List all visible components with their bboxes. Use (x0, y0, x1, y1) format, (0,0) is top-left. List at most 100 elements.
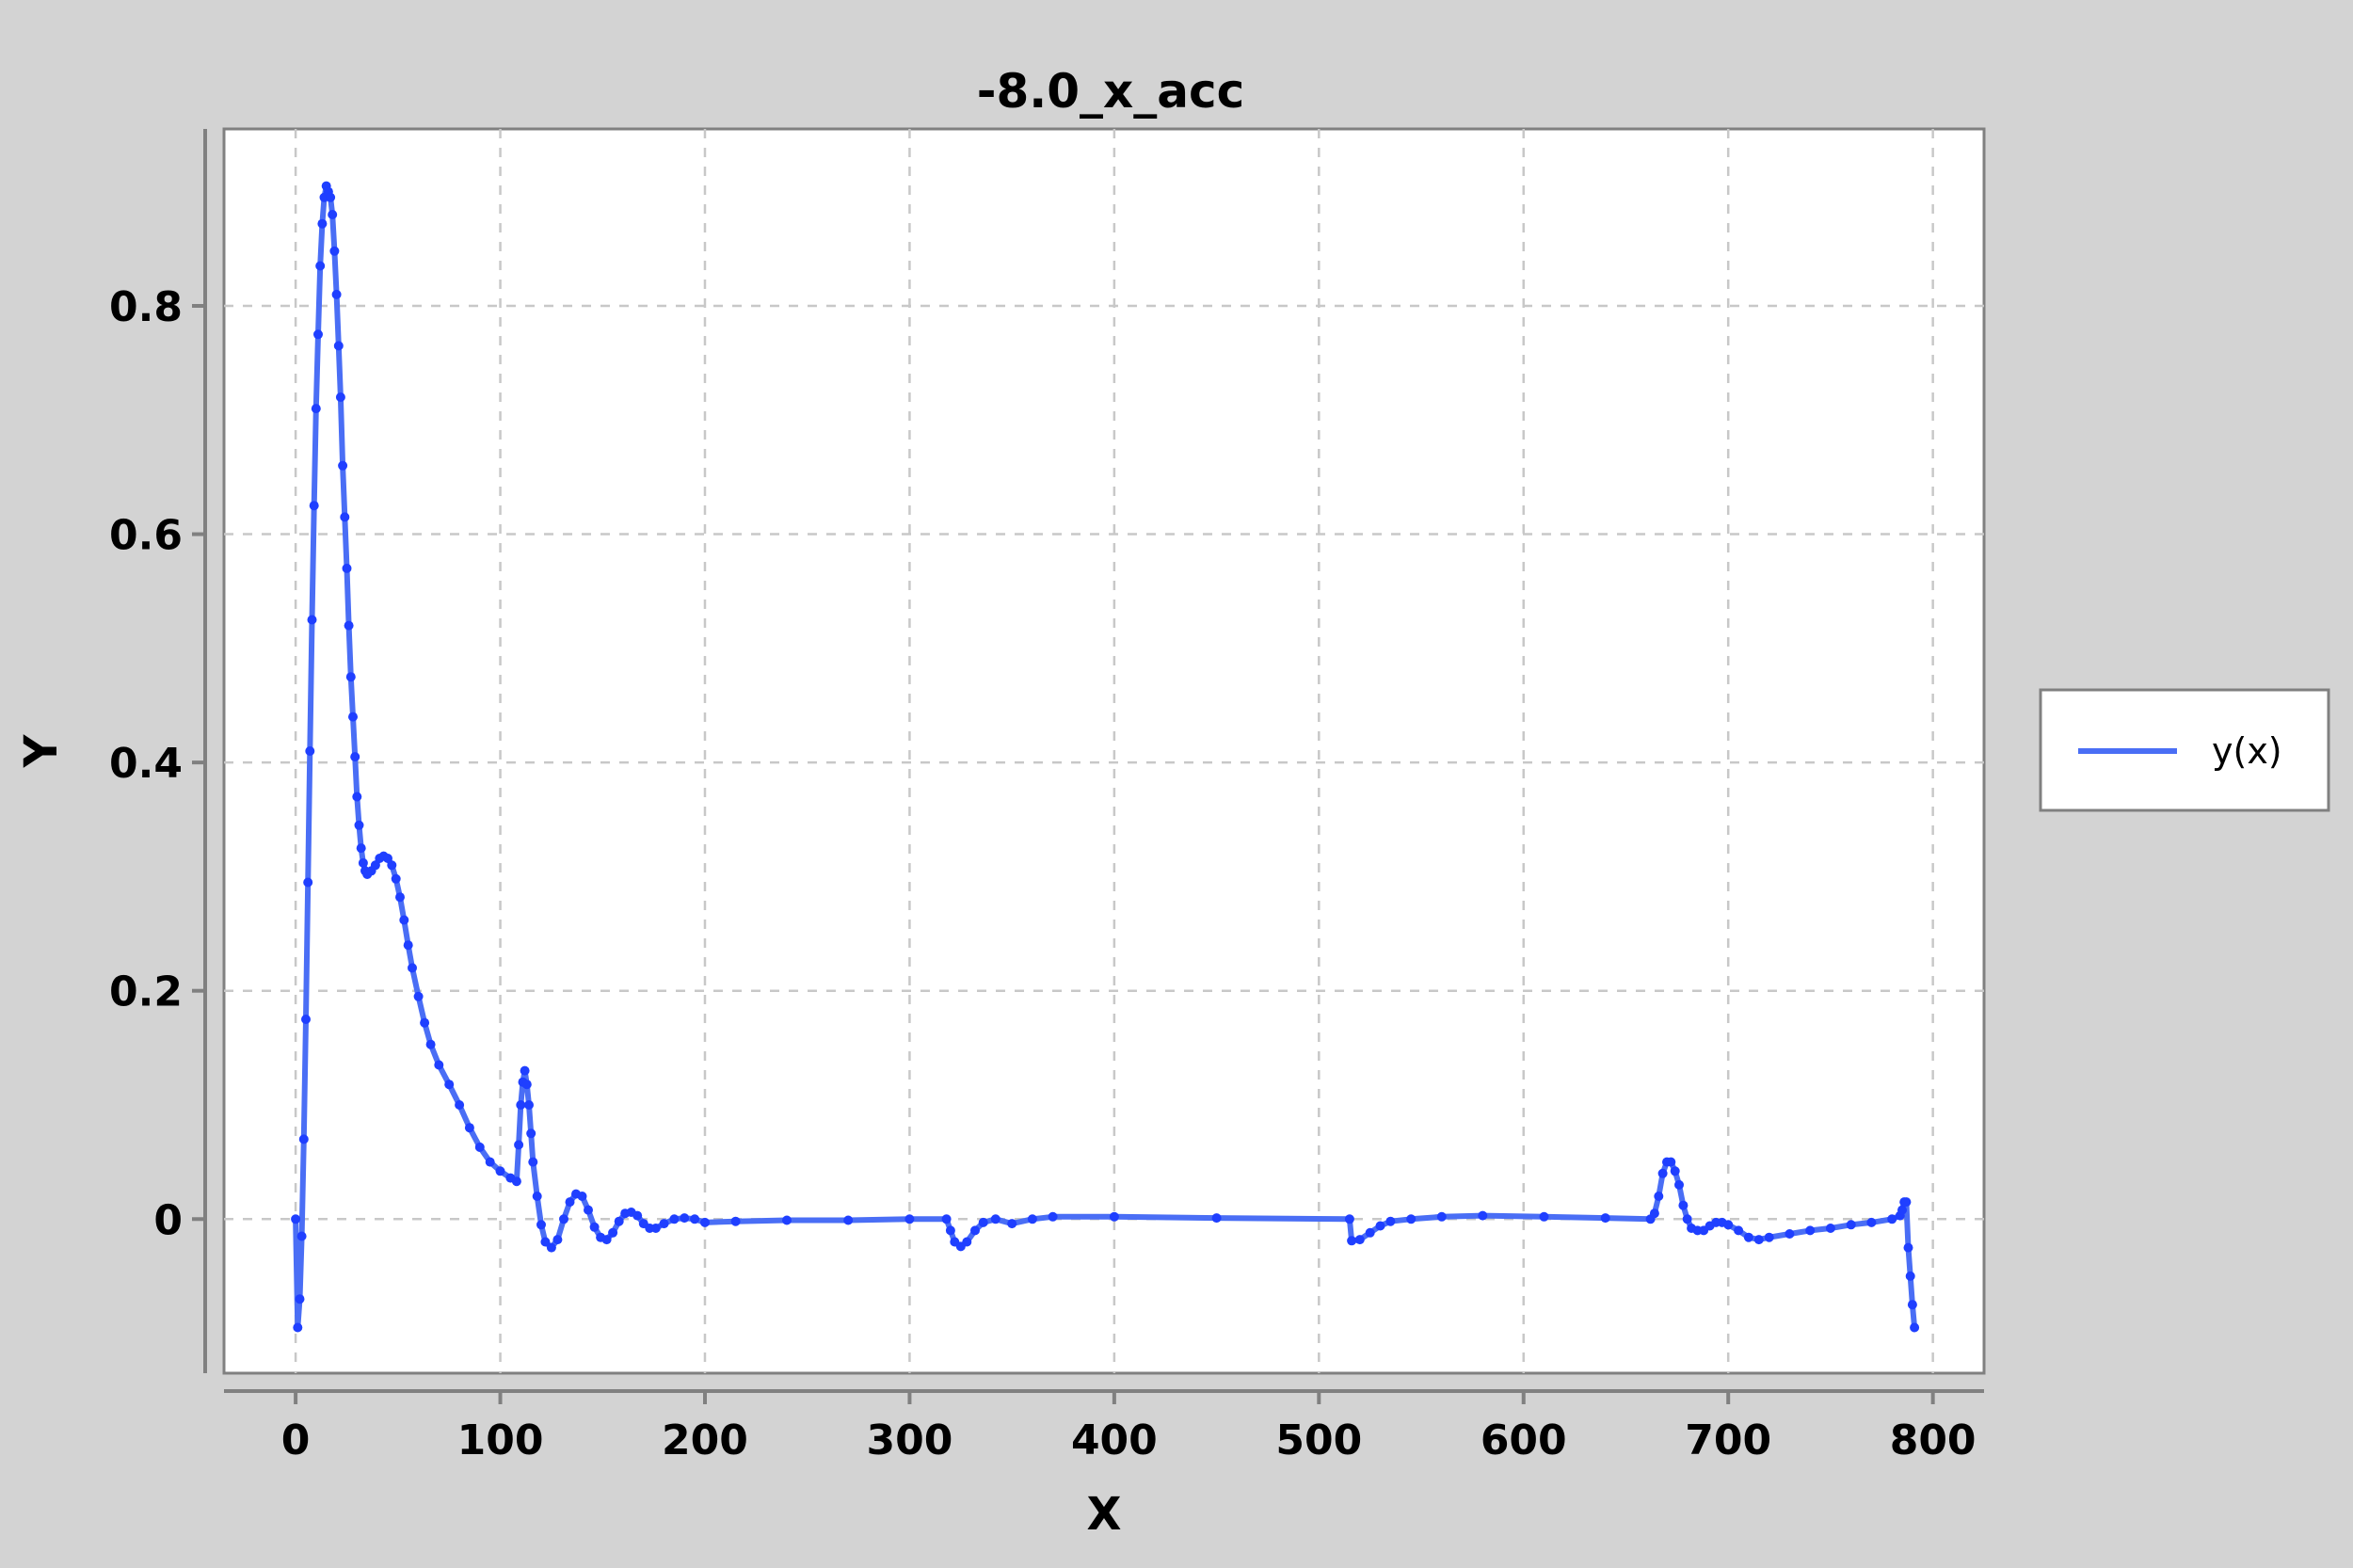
data-point (455, 1100, 465, 1110)
data-point (354, 820, 364, 830)
data-point (352, 792, 362, 802)
data-point (348, 712, 358, 722)
data-point (370, 860, 380, 871)
series-y-x (291, 181, 1920, 1333)
data-point (970, 1225, 980, 1236)
x-tick-label: 600 (1481, 1416, 1567, 1464)
data-point (532, 1192, 542, 1201)
data-point (730, 1216, 741, 1226)
data-point (690, 1214, 700, 1224)
data-point (1670, 1166, 1680, 1176)
data-point (614, 1216, 624, 1226)
data-point (328, 210, 338, 219)
data-point (1048, 1211, 1058, 1222)
data-point (474, 1142, 485, 1152)
data-point (577, 1192, 587, 1201)
data-point (296, 1231, 307, 1241)
data-point (520, 1065, 530, 1076)
data-point (978, 1217, 988, 1227)
data-point (1734, 1225, 1744, 1236)
data-point (1910, 1322, 1920, 1333)
y-tick-label: 0.2 (109, 968, 183, 1016)
data-point (843, 1215, 854, 1225)
data-point (1901, 1197, 1912, 1208)
data-point (1354, 1235, 1365, 1245)
data-point (669, 1214, 680, 1224)
data-point (552, 1235, 563, 1245)
data-point (305, 746, 315, 756)
y-tick-label: 0 (153, 1196, 183, 1244)
data-point (313, 329, 323, 340)
data-point (589, 1222, 600, 1232)
data-point (1539, 1211, 1549, 1222)
data-point (962, 1237, 972, 1247)
data-point (700, 1217, 710, 1227)
data-point (333, 341, 344, 351)
data-point (1753, 1235, 1764, 1245)
data-point (326, 192, 336, 202)
data-point (1903, 1242, 1913, 1253)
data-point (1743, 1232, 1753, 1242)
data-point (342, 563, 352, 573)
data-point (340, 512, 350, 522)
data-point (1375, 1221, 1385, 1231)
data-point (387, 860, 397, 871)
x-tick-label: 200 (662, 1416, 748, 1464)
y-tick-label: 0.6 (109, 512, 183, 560)
data-point (1674, 1179, 1684, 1190)
data-point (526, 1128, 536, 1139)
legend: y(x) (2039, 688, 2330, 812)
x-tick-label: 400 (1071, 1416, 1158, 1464)
data-point (514, 1140, 524, 1150)
data-point (444, 1080, 455, 1090)
x-tick-label: 0 (281, 1416, 311, 1464)
data-point (524, 1100, 534, 1110)
data-point (1654, 1192, 1664, 1201)
data-point (945, 1225, 955, 1236)
data-point (1678, 1200, 1689, 1210)
data-point (1027, 1214, 1037, 1224)
data-point (1478, 1210, 1488, 1221)
data-point (309, 501, 319, 511)
chart-title: -8.0_x_acc (977, 64, 1245, 119)
data-point (1897, 1205, 1907, 1215)
data-point (1825, 1224, 1835, 1233)
data-point (516, 1100, 526, 1110)
data-point (540, 1237, 551, 1247)
data-point (307, 615, 317, 625)
data-point (317, 218, 328, 229)
x-axis: 0 100 200 300 400 500 600 700 800 (224, 1389, 1984, 1464)
x-tick-label: 700 (1685, 1416, 1771, 1464)
data-point (536, 1220, 546, 1230)
data-point (403, 940, 413, 951)
data-point (546, 1242, 556, 1253)
data-point (399, 915, 409, 925)
data-point (650, 1224, 661, 1233)
data-point (1723, 1220, 1734, 1230)
data-point (1436, 1211, 1447, 1222)
plot-area (222, 127, 1986, 1375)
data-point (680, 1213, 690, 1224)
data-point (565, 1197, 575, 1208)
data-point (301, 1015, 311, 1024)
data-point (485, 1157, 495, 1167)
data-point (1406, 1214, 1417, 1224)
data-point (1866, 1217, 1877, 1227)
data-point (1657, 1168, 1668, 1178)
data-point (782, 1215, 792, 1225)
data-point (1385, 1216, 1396, 1226)
x-tick-label: 800 (1890, 1416, 1977, 1464)
y-tick-label: 0.4 (109, 740, 183, 788)
data-point (1344, 1214, 1354, 1224)
y-tick-label: 0.8 (109, 283, 183, 331)
data-point (425, 1039, 436, 1049)
data-point (1109, 1211, 1119, 1222)
data-point (413, 991, 424, 1001)
data-point (495, 1166, 505, 1176)
data-point (1007, 1219, 1017, 1229)
data-point (408, 963, 417, 973)
data-point (1887, 1214, 1897, 1224)
data-point (1211, 1213, 1222, 1224)
data-point (511, 1176, 521, 1187)
